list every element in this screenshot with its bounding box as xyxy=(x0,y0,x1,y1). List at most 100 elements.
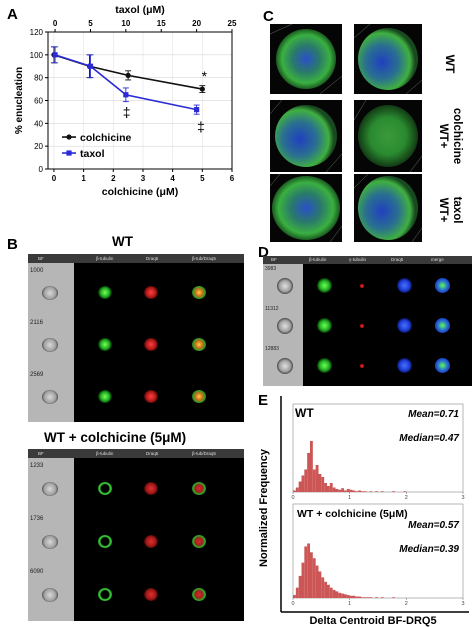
d-merge-cell xyxy=(435,318,450,333)
a-xtick-label: 2 xyxy=(111,174,116,183)
b-merge-cell xyxy=(192,481,206,495)
b-title-wt: WT xyxy=(112,234,133,249)
a-annotation-dagger: ‡ xyxy=(197,119,205,135)
c-cell-taxol-1 xyxy=(272,176,340,240)
panel-label-d: D xyxy=(258,244,269,261)
e-xtick-label: 1 xyxy=(348,601,351,607)
e-hist-bar xyxy=(332,589,336,598)
e-hist-bar xyxy=(321,577,325,598)
e-hist-bar xyxy=(301,562,305,598)
d-col-header: β-tubulin xyxy=(309,257,327,262)
d-header-bar xyxy=(263,256,472,264)
d-bf-cell xyxy=(277,358,293,374)
e-median: Median=0.39 xyxy=(399,544,459,555)
e-hist-bar xyxy=(335,488,339,492)
a-x2tick-label: 0 xyxy=(53,19,58,28)
e-hist-bar xyxy=(321,476,325,492)
c-label-taxol-1: WT+ xyxy=(437,198,449,223)
a-legend-label-colchicine: colchicine xyxy=(80,132,132,144)
panel-label-c: C xyxy=(263,8,274,25)
e-hist-bar xyxy=(307,543,310,598)
a-x2tick-label: 5 xyxy=(88,19,93,28)
b-draq5-cell xyxy=(144,338,158,351)
d-btubulin-cell xyxy=(317,278,332,293)
b-col-header: BF xyxy=(38,256,44,261)
e-mean: Mean=0.57 xyxy=(408,520,459,531)
e-hist-bar xyxy=(361,491,364,492)
a-x2label: taxol (μM) xyxy=(115,4,165,16)
e-median: Median=0.47 xyxy=(399,433,459,444)
b-bf-cell xyxy=(42,390,58,404)
e-hist-bar xyxy=(403,491,407,492)
a-legend-label-taxol: taxol xyxy=(80,148,105,160)
e-hist-bar xyxy=(304,546,308,598)
a-xtick-label: 1 xyxy=(81,174,86,183)
b-header-bar-colch xyxy=(28,449,244,458)
e-hist-bar xyxy=(363,597,367,598)
e-hist-bar xyxy=(324,581,327,598)
d-col-header: γ-tubulin xyxy=(349,257,367,262)
e-hist-bar xyxy=(358,490,361,492)
a-x2tick-label: 15 xyxy=(157,19,166,28)
e-xtick-label: 2 xyxy=(405,601,408,607)
panel-c-micrographs: WT WT+ colchicine WT+ taxol xyxy=(269,23,470,243)
a-point-taxol xyxy=(52,52,58,58)
b-bf-cell xyxy=(42,587,58,602)
b-merge-cell xyxy=(192,286,206,299)
e-hist-bar xyxy=(355,596,359,598)
c-cell-colch-1 xyxy=(275,105,337,167)
b-tubulin-cell xyxy=(98,390,112,403)
a-ytick-label: 60 xyxy=(34,97,43,106)
d-col-header: Draq5 xyxy=(391,257,404,262)
chart-e: Normalized Frequency Delta Centroid BF-DR… xyxy=(258,396,469,627)
e-hist-bar xyxy=(344,594,347,598)
e-hist-bar xyxy=(327,485,330,492)
a-x2tick-label: 25 xyxy=(228,19,237,28)
e-hist-bar xyxy=(307,452,310,492)
c-label-wt: WT xyxy=(443,55,457,74)
a-annotation-dagger: ‡ xyxy=(123,104,131,120)
d-draq5-cell xyxy=(397,278,412,293)
d-merge-cell xyxy=(435,358,450,373)
a-point-taxol xyxy=(123,92,129,98)
d-gtubulin-dot xyxy=(359,363,365,369)
a-xtick-label: 0 xyxy=(52,174,57,183)
d-bf-cell xyxy=(277,318,293,334)
b-cell-id: 1000 xyxy=(30,268,44,274)
b-col-header: β-tubulin xyxy=(96,451,114,456)
a-xtick-label: 5 xyxy=(200,174,205,183)
e-hist-bar xyxy=(338,489,342,492)
e-hist-bar xyxy=(310,552,313,598)
d-btubulin-cell xyxy=(317,358,332,373)
b-cell-id: 2116 xyxy=(30,320,43,326)
a-ylabel: % enucleation xyxy=(14,67,25,134)
b-col-header: β-tub/Draq5 xyxy=(192,451,216,456)
e-hist-bar xyxy=(298,575,302,598)
c-cell-colch-2 xyxy=(358,105,418,167)
b-grid-wt: BF β-tubulin Draq5 β-tub/Draq5 1000 2116 2569 xyxy=(28,254,244,422)
b-merge-cell xyxy=(192,390,206,403)
e-hist-bar xyxy=(369,597,373,598)
e-hist-bar xyxy=(363,491,367,492)
e-hist-bar xyxy=(324,482,327,492)
e-xtick-label: 1 xyxy=(348,495,351,501)
b-cell-id: 1233 xyxy=(30,463,44,469)
c-cell-wt-2 xyxy=(358,28,418,90)
b-bf-cell xyxy=(42,481,58,496)
b-bf-cell xyxy=(42,338,58,352)
a-xlabel: colchicine (μM) xyxy=(102,186,178,198)
a-ytick-label: 120 xyxy=(30,28,44,37)
e-hist-bar xyxy=(293,595,296,598)
a-point-taxol xyxy=(87,63,94,69)
e-hist-bar xyxy=(315,464,319,492)
e-hist-bar xyxy=(375,597,378,598)
a-legend-marker xyxy=(66,134,72,140)
a-annotation-star: * xyxy=(202,68,208,84)
e-hist-bar xyxy=(369,491,373,492)
e-subplot-title: WT xyxy=(295,406,314,420)
e-hist-bar xyxy=(355,491,359,492)
e-hist-bar xyxy=(392,597,395,598)
d-cell-id: 3983 xyxy=(265,266,277,272)
e-ylabel: Normalized Frequency xyxy=(258,448,270,567)
